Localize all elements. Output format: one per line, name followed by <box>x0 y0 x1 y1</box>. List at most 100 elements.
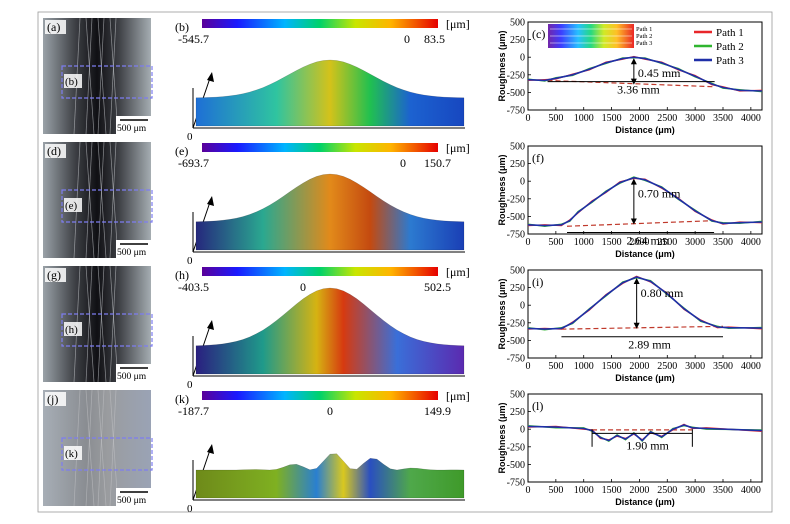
inset-path-label: Path 1 <box>636 26 652 33</box>
colorbar <box>202 267 438 276</box>
y-axis-arrow <box>207 196 214 206</box>
y-tick-label: 0 <box>520 53 525 64</box>
scratch-streak <box>109 265 117 383</box>
scratch-streak <box>97 265 105 383</box>
surface-map-panel: (b) [μm] -545.7 0 83.5 0 <box>175 17 470 143</box>
scratch-streak <box>109 141 117 259</box>
legend-item: Path 1 <box>716 27 744 39</box>
colorbar <box>202 19 438 28</box>
surface-map <box>195 453 465 499</box>
x-tick-label: 500 <box>548 485 563 496</box>
scratch-streak <box>109 389 119 507</box>
x-tick-label: 0 <box>526 237 531 248</box>
row-1: (a)(b)500 μm(b) [μm]-545.7 0 83.505002500-2… <box>43 17 763 143</box>
y-tick-label: 0 <box>520 425 525 436</box>
colorbar-max: 83.5 <box>424 32 445 46</box>
micrograph-panel: (j) (k) 500 μm <box>43 389 153 507</box>
arrowhead <box>630 58 637 65</box>
surface-map <box>195 59 465 127</box>
y-tick-label: -750 <box>507 478 525 489</box>
panel-label-bg <box>45 268 66 282</box>
roi-label-bg <box>64 74 82 88</box>
plot-frame <box>527 145 763 235</box>
y-tick-label: 500 <box>510 18 525 29</box>
x-tick-label: 2000 <box>629 485 649 496</box>
y-axis-label: Roughness (μm) <box>497 154 507 225</box>
y-tick-label: -750 <box>507 354 525 365</box>
panel-label: (f) <box>532 151 544 165</box>
y-tick-label: 250 <box>510 35 525 46</box>
panel-label: (d) <box>47 144 61 158</box>
scalebar-label: 500 μm <box>117 496 147 506</box>
arrowhead <box>633 278 640 285</box>
y-tick-label: 0 <box>520 177 525 188</box>
micrograph-image <box>43 18 151 134</box>
scratch-streak <box>109 141 119 259</box>
panel-label: (h) <box>175 268 189 282</box>
scratch-streak <box>85 389 93 507</box>
scratch-streak <box>97 141 107 259</box>
path-3-line <box>527 176 763 227</box>
colorbar-max: 150.7 <box>424 156 451 170</box>
map-origin: 0 <box>187 379 193 391</box>
x-tick-label: 3500 <box>713 237 733 248</box>
panel-label: (g) <box>47 268 61 282</box>
width-annotation: 2.89 mm <box>628 338 671 352</box>
legend-item: Path 2 <box>716 41 744 53</box>
scratch-streak <box>85 141 95 259</box>
y-tick-label: -250 <box>507 194 525 205</box>
panel-label-bg <box>45 392 66 406</box>
x-tick-label: 1000 <box>574 485 594 496</box>
roi-label: (e) <box>65 200 78 212</box>
scalebar-label: 500 μm <box>117 248 147 258</box>
scalebar-label: 500 μm <box>117 124 147 134</box>
surface-map <box>195 173 465 251</box>
panel-label: (b) <box>175 20 189 34</box>
surface-map <box>195 287 465 375</box>
scratch-streak <box>85 265 93 383</box>
scalebar-label: 500 μm <box>117 372 147 382</box>
roi-box <box>61 189 153 223</box>
roi-label: (k) <box>65 448 78 460</box>
roi-label: (b) <box>65 76 78 88</box>
roi-label: (h) <box>65 324 78 336</box>
width-annotation: 2.64 mm <box>627 233 670 247</box>
y-tick-label: -250 <box>507 70 525 81</box>
y-tick-label: 250 <box>510 407 525 418</box>
height-annotation: 0.70 mm <box>638 187 681 201</box>
y-tick-label: 500 <box>510 390 525 401</box>
colorbar-min: -403.5 <box>178 280 209 294</box>
micrograph-image <box>43 390 151 506</box>
y-axis-arrow <box>207 444 214 454</box>
baseline-dashed <box>561 325 724 330</box>
colorbar-zero: 0 <box>300 280 306 294</box>
legend-item: Path 3 <box>716 55 744 67</box>
scratch-streak <box>109 17 117 135</box>
x-tick-label: 3000 <box>685 485 705 496</box>
x-tick-label: 500 <box>548 361 563 372</box>
arrowhead <box>630 218 637 225</box>
x-tick-label: 3000 <box>685 361 705 372</box>
surface-map-panel: (e) [μm] -693.7 0 150.7 0 <box>175 141 470 267</box>
surface-map-panel: (h) [μm] -403.5 0 502.5 0 <box>175 265 470 391</box>
colorbar <box>202 391 438 400</box>
row-2: (d)(e)500 μm(e) [μm]-693.7 0 150.705002500-… <box>43 141 763 267</box>
x-axis-label: Distance (μm) <box>615 125 675 135</box>
y-tick-label: 0 <box>520 301 525 312</box>
roi-box <box>61 65 153 99</box>
colorbar-max: 502.5 <box>424 280 451 294</box>
y-tick-label: -500 <box>507 336 525 347</box>
panel-label: (l) <box>532 399 543 413</box>
colorbar-unit: [μm] <box>446 141 470 155</box>
x-tick-label: 2000 <box>629 113 649 124</box>
x-tick-label: 1500 <box>602 485 622 496</box>
y-tick-label: -250 <box>507 318 525 329</box>
panel-label-bg <box>45 20 66 34</box>
x-tick-label: 3500 <box>713 113 733 124</box>
scratch-streak <box>97 389 105 507</box>
scratch-streak <box>85 17 95 135</box>
